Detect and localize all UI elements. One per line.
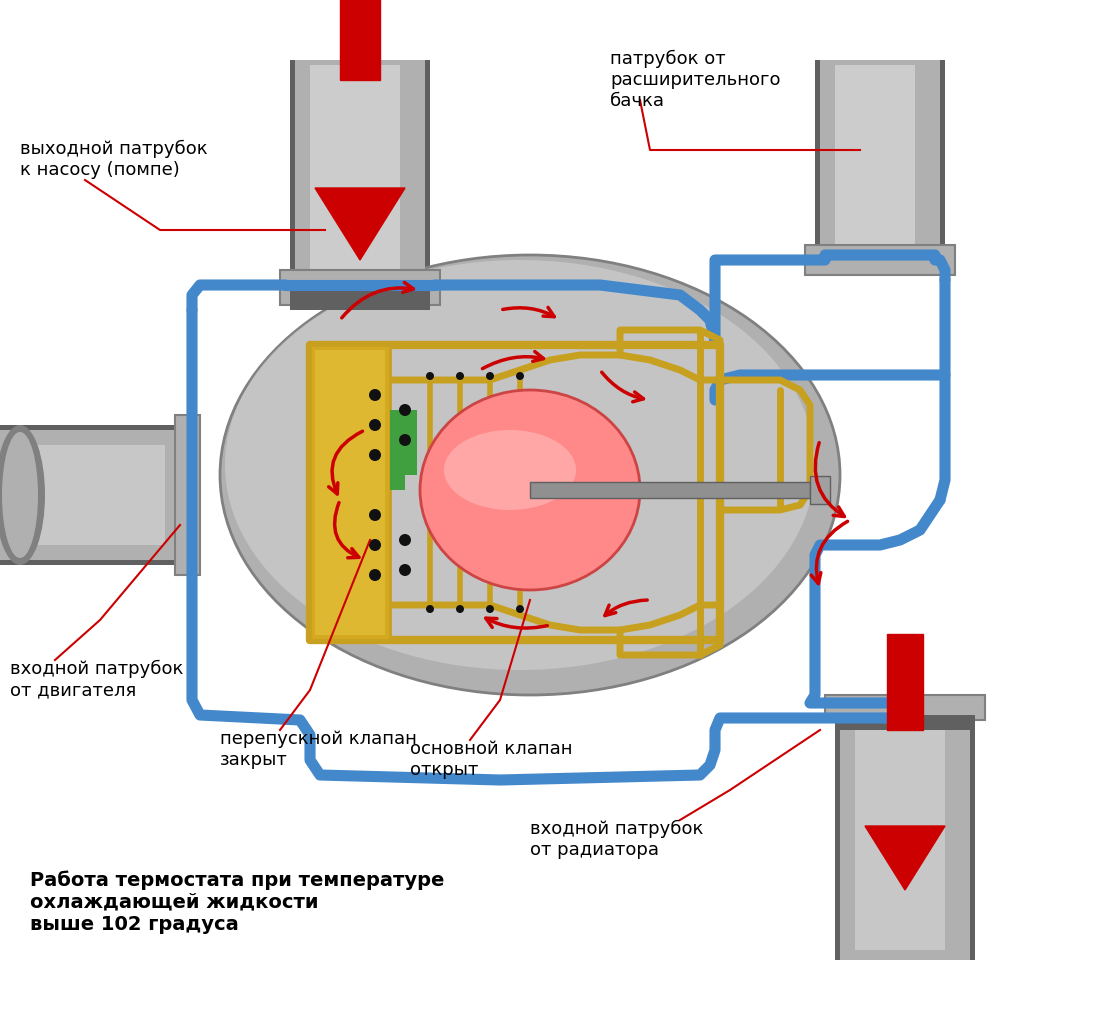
Bar xyxy=(390,410,405,490)
Bar xyxy=(835,715,975,730)
Bar xyxy=(290,60,430,300)
FancyArrowPatch shape xyxy=(486,618,548,628)
Ellipse shape xyxy=(486,605,494,613)
Bar xyxy=(810,476,830,504)
Ellipse shape xyxy=(420,390,640,590)
Ellipse shape xyxy=(486,372,494,380)
Ellipse shape xyxy=(370,539,381,551)
FancyArrowPatch shape xyxy=(605,600,648,616)
Bar xyxy=(175,415,200,575)
Bar xyxy=(820,60,940,270)
FancyArrowPatch shape xyxy=(342,283,413,318)
FancyArrowPatch shape xyxy=(815,443,845,517)
Text: патрубок от
расширительного
бачка: патрубок от расширительного бачка xyxy=(610,50,780,110)
Ellipse shape xyxy=(2,432,38,558)
Bar xyxy=(280,270,440,305)
Ellipse shape xyxy=(456,372,464,380)
Ellipse shape xyxy=(398,534,411,546)
FancyBboxPatch shape xyxy=(311,345,390,640)
Text: перепускной клапан
закрыт: перепускной клапан закрыт xyxy=(220,730,417,769)
FancyArrowPatch shape xyxy=(503,308,554,317)
Ellipse shape xyxy=(398,434,411,446)
Bar xyxy=(855,710,945,950)
FancyArrowPatch shape xyxy=(811,522,848,583)
Polygon shape xyxy=(315,188,405,260)
Ellipse shape xyxy=(398,404,411,416)
Bar xyxy=(4,445,165,545)
Bar xyxy=(295,60,425,295)
Bar xyxy=(805,245,955,275)
Ellipse shape xyxy=(516,372,524,380)
Bar xyxy=(315,350,385,636)
Ellipse shape xyxy=(444,430,577,510)
Bar xyxy=(0,430,180,560)
Ellipse shape xyxy=(370,390,381,401)
Ellipse shape xyxy=(398,564,411,576)
FancyArrowPatch shape xyxy=(328,432,363,494)
Bar xyxy=(530,482,810,498)
Ellipse shape xyxy=(0,425,45,565)
Bar xyxy=(339,0,381,80)
Bar xyxy=(815,60,945,275)
Text: входной патрубок
от радиатора: входной патрубок от радиатора xyxy=(530,820,703,859)
FancyArrowPatch shape xyxy=(335,502,358,558)
Bar xyxy=(835,700,975,960)
Ellipse shape xyxy=(370,569,381,581)
Bar xyxy=(825,695,985,720)
Text: основной клапан
открыт: основной клапан открыт xyxy=(410,740,572,779)
Text: Работа термостата при температуре
охлаждающей жидкости
выше 102 градуса: Работа термостата при температуре охлажд… xyxy=(30,870,444,934)
Bar xyxy=(835,65,915,255)
FancyArrowPatch shape xyxy=(482,352,543,369)
Bar xyxy=(0,425,190,565)
Text: выходной патрубок
к насосу (помпе): выходной патрубок к насосу (помпе) xyxy=(20,140,208,179)
Ellipse shape xyxy=(370,419,381,430)
Text: входной патрубок
от двигателя: входной патрубок от двигателя xyxy=(10,660,184,699)
Ellipse shape xyxy=(426,372,434,380)
Ellipse shape xyxy=(426,605,434,613)
Ellipse shape xyxy=(220,255,840,695)
Bar xyxy=(405,410,417,475)
Bar xyxy=(311,65,400,285)
Bar xyxy=(887,634,923,730)
Bar xyxy=(290,290,430,310)
Ellipse shape xyxy=(516,605,524,613)
Ellipse shape xyxy=(370,509,381,521)
Ellipse shape xyxy=(456,605,464,613)
FancyArrowPatch shape xyxy=(602,372,643,402)
Polygon shape xyxy=(865,826,945,890)
Bar xyxy=(840,700,971,960)
Ellipse shape xyxy=(370,449,381,461)
Ellipse shape xyxy=(225,260,815,670)
